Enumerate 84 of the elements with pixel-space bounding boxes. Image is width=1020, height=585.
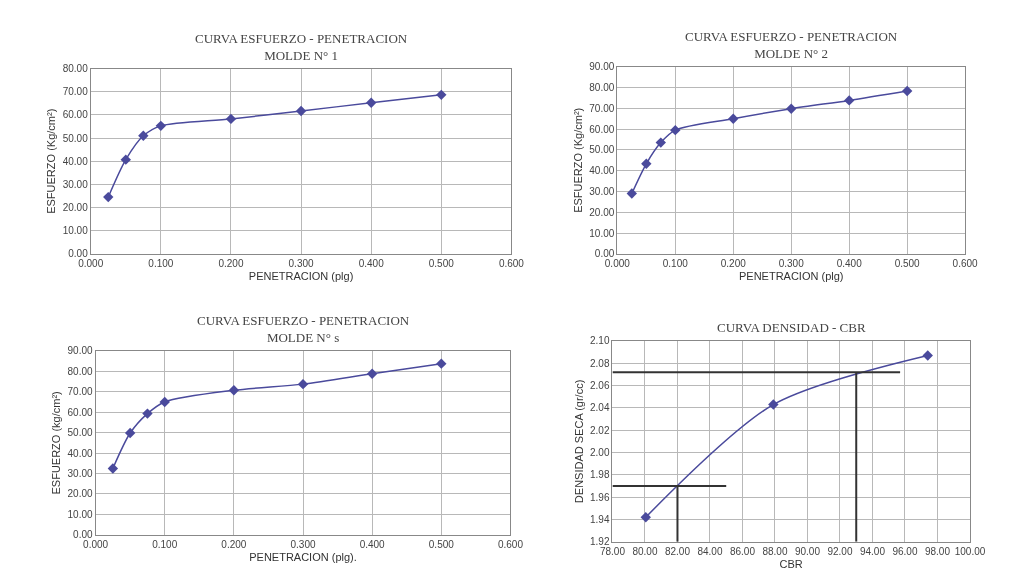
- x-tick-label: 0.100: [148, 257, 174, 269]
- x-axis-title: PENETRACION (plg).: [249, 551, 357, 564]
- y-axis-title: ESFUERZO (Kg/cm²): [45, 108, 58, 214]
- x-axis-title: PENETRACION (plg): [738, 270, 844, 283]
- x-tick-label: 0.100: [152, 538, 178, 550]
- y-tick-label: 1.96: [589, 491, 610, 503]
- y-tick-label: 40.00: [589, 165, 615, 177]
- y-axis-title: ESFUERZO (Kg/cm²): [571, 107, 584, 213]
- x-tick-label: 84.00: [697, 545, 723, 557]
- y-tick-label: 1.94: [589, 513, 610, 525]
- chart-title: CURVA ESFUERZO - PENETRACION MOLDE N° s: [197, 313, 410, 345]
- x-tick-label: 90.00: [794, 545, 821, 557]
- x-tick-label: 88.00: [762, 545, 788, 557]
- x-tick-label: 96.00: [892, 545, 918, 557]
- x-tick-label: 0.100: [662, 257, 689, 269]
- y-tick-label: 1.98: [589, 469, 610, 481]
- y-tick-label: 80.00: [67, 365, 94, 377]
- chart-title: CURVA ESFUERZO - PENETRACION MOLDE N° 2: [685, 29, 898, 61]
- x-tick-label: 0.200: [221, 538, 247, 550]
- y-tick-label: 0.00: [68, 248, 89, 260]
- y-tick-label: 80.00: [589, 82, 615, 94]
- y-tick-label: 90.00: [589, 61, 615, 73]
- x-tick-label: 0.400: [358, 257, 385, 269]
- y-tick-label: 0.00: [594, 248, 615, 260]
- y-tick-label: 30.00: [67, 468, 94, 480]
- y-tick-label: 90.00: [67, 345, 94, 357]
- chart-title: CURVA DENSIDAD - CBR: [717, 320, 866, 335]
- x-tick-label: 0.000: [83, 538, 109, 550]
- x-tick-label: 0.000: [604, 257, 631, 269]
- y-tick-label: 1.92: [589, 536, 610, 548]
- x-tick-label: 0.600: [498, 257, 525, 269]
- y-tick-label: 2.04: [589, 402, 610, 414]
- x-tick-label: 0.500: [428, 257, 455, 269]
- y-tick-label: 30.00: [62, 178, 89, 190]
- y-tick-label: 2.10: [589, 335, 610, 347]
- y-tick-label: 50.00: [62, 132, 89, 144]
- y-tick-label: 10.00: [67, 508, 94, 520]
- x-tick-label: 0.200: [218, 257, 244, 269]
- y-tick-label: 20.00: [589, 206, 615, 218]
- x-tick-label: 80.00: [632, 545, 658, 557]
- x-tick-label: 0.500: [428, 538, 455, 550]
- x-tick-label: 0.200: [720, 257, 747, 269]
- chart-title: CURVA ESFUERZO - PENETRACION MOLDE N° 1: [195, 31, 408, 63]
- x-tick-label: 0.500: [894, 257, 921, 269]
- x-tick-label: 94.00: [859, 545, 886, 557]
- y-tick-label: 20.00: [62, 202, 89, 214]
- y-tick-label: 40.00: [67, 447, 94, 459]
- x-axis-title: PENETRACION (plg): [248, 270, 354, 283]
- x-tick-label: 92.00: [827, 545, 853, 557]
- y-tick-label: 80.00: [62, 63, 89, 75]
- x-tick-label: 0.300: [290, 538, 316, 550]
- x-tick-label: 0.300: [288, 257, 315, 269]
- x-tick-label: 98.00: [924, 545, 951, 557]
- y-axis-title: DENSIDAD SECA (gr/cc): [572, 379, 585, 504]
- y-tick-label: 30.00: [589, 185, 615, 197]
- x-tick-label: 0.600: [497, 538, 524, 550]
- x-axis-title: CBR: [779, 557, 803, 570]
- y-tick-label: 50.00: [67, 427, 94, 439]
- y-tick-label: 60.00: [589, 123, 615, 135]
- y-axis-title: ESFUERZO (kg/cm²): [50, 391, 63, 495]
- y-tick-label: 70.00: [62, 86, 89, 98]
- x-tick-label: 0.400: [359, 538, 386, 550]
- x-tick-label: 0.400: [836, 257, 863, 269]
- x-tick-label: 0.000: [78, 257, 104, 269]
- y-tick-label: 2.08: [589, 357, 610, 369]
- y-tick-label: 60.00: [67, 406, 94, 418]
- x-tick-label: 86.00: [729, 545, 756, 557]
- y-tick-label: 40.00: [62, 155, 89, 167]
- y-tick-label: 50.00: [589, 144, 615, 156]
- x-tick-label: 100.00: [954, 545, 986, 557]
- y-tick-label: 60.00: [62, 109, 89, 121]
- x-tick-label: 78.00: [599, 545, 626, 557]
- y-tick-label: 0.00: [73, 529, 94, 541]
- y-tick-label: 10.00: [62, 225, 89, 237]
- y-tick-label: 10.00: [589, 227, 615, 239]
- y-tick-label: 2.00: [589, 447, 610, 459]
- x-tick-label: 0.600: [952, 257, 979, 269]
- y-tick-label: 70.00: [67, 386, 94, 398]
- y-tick-label: 70.00: [589, 102, 615, 114]
- x-tick-label: 82.00: [664, 545, 691, 557]
- y-tick-label: 2.06: [589, 380, 610, 392]
- y-tick-label: 20.00: [67, 488, 94, 500]
- x-tick-label: 0.300: [778, 257, 805, 269]
- y-tick-label: 2.02: [589, 424, 610, 436]
